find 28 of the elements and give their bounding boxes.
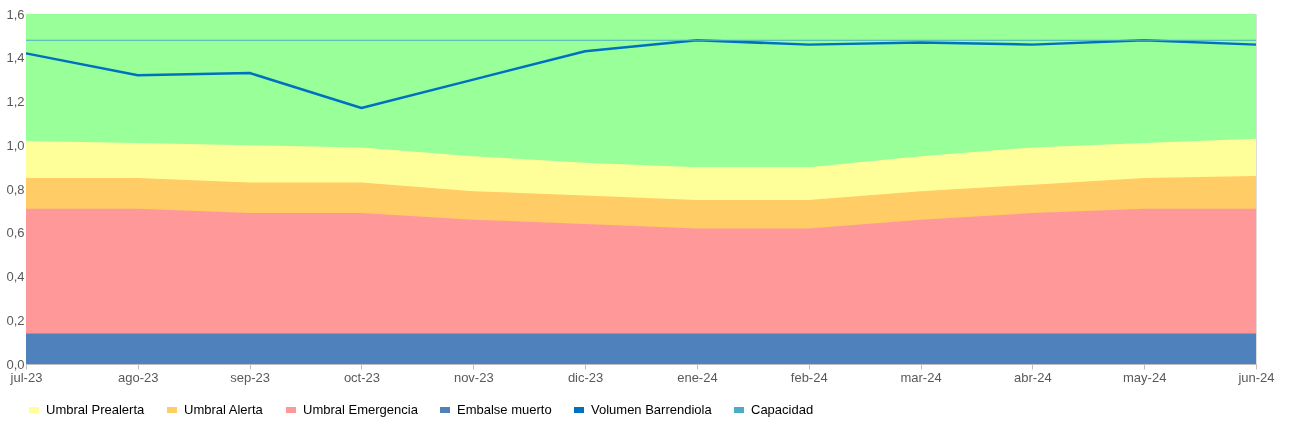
x-tick-label: jun-24 (1237, 369, 1275, 385)
line-series (24, 39, 1258, 110)
x-tick-label: may-24 (1123, 369, 1167, 385)
x-tick-label: ene-24 (677, 369, 718, 385)
x-tick-label: ago-23 (118, 369, 159, 385)
y-tick-label: 1,0 (6, 137, 25, 153)
legend-label: Volumen Barrendiola (591, 402, 713, 417)
y-tick-label: 0,6 (6, 225, 25, 241)
legend-label: Capacidad (751, 402, 814, 417)
x-tick-label: sep-23 (230, 369, 271, 385)
x-tick-label: abr-24 (1014, 369, 1052, 385)
y-tick-label: 0,2 (6, 312, 25, 328)
legend-label: Umbral Emergencia (303, 402, 419, 417)
y-tick-label: 0,8 (6, 181, 25, 197)
x-tick-label: oct-23 (343, 369, 381, 385)
legend-label: Umbral Prealerta (46, 402, 146, 417)
y-tick-label: 1,2 (6, 94, 25, 109)
x-tick-label: jul-23 (9, 369, 43, 385)
x-tick-label: dic-23 (567, 369, 604, 385)
legend-label: Embalse muerto (457, 402, 552, 417)
x-tick-label: mar-24 (900, 369, 942, 385)
y-tick-label: 1,4 (6, 50, 25, 66)
y-tick-label: 0,4 (6, 269, 25, 284)
y-tick-label: 1,6 (6, 6, 25, 22)
legend-label: Umbral Alerta (184, 402, 264, 417)
y-tick-label: 0,0 (6, 356, 25, 372)
x-tick-label: feb-24 (790, 369, 828, 385)
x-tick-label: nov-23 (453, 369, 494, 385)
